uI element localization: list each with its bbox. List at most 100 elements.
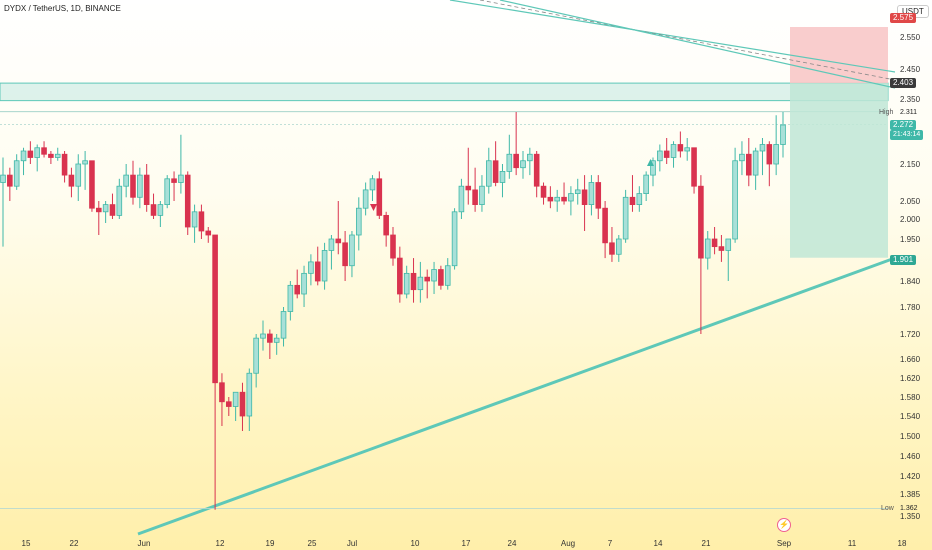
- candle-body: [102, 204, 109, 213]
- events-bolt-icon[interactable]: ⚡: [777, 518, 791, 532]
- price-tick-label: 2.550: [900, 33, 921, 42]
- candle-body: [417, 276, 424, 291]
- low-tag: Low: [881, 505, 894, 512]
- price-tick-label: 1.500: [900, 432, 921, 441]
- target-price-label: 2.575: [890, 13, 917, 23]
- symbol-title: DYDX / TetherUS, 1D, BINANCE: [4, 4, 121, 13]
- price-tick-label: 1.540: [900, 412, 921, 421]
- candle-body: [287, 284, 294, 312]
- candle-body: [684, 147, 691, 152]
- candle-body: [397, 257, 403, 295]
- candle-body: [588, 182, 595, 206]
- candle-body: [499, 170, 506, 183]
- price-tick-label: 2.000: [900, 215, 921, 224]
- candle-body: [561, 196, 567, 202]
- candle-body: [123, 174, 129, 187]
- candle-body: [0, 174, 6, 183]
- target-zone-box: [790, 27, 888, 84]
- candle-body: [82, 160, 88, 165]
- candle-body: [752, 150, 759, 176]
- candle-body: [766, 144, 773, 165]
- candle-body: [513, 153, 519, 169]
- candle-body: [773, 144, 779, 165]
- candle-body: [13, 160, 20, 187]
- candle-body: [301, 272, 307, 295]
- time-tick-label: Jun: [138, 539, 151, 548]
- candle-body: [759, 144, 766, 152]
- candle-body: [137, 174, 143, 198]
- candle-body: [622, 196, 629, 240]
- candle-body: [609, 242, 615, 255]
- candle-body: [492, 160, 499, 183]
- candle-body: [54, 153, 61, 158]
- candle-body: [20, 150, 27, 162]
- candle-body: [212, 234, 218, 384]
- candle-body: [157, 204, 164, 216]
- candle-body: [506, 153, 513, 172]
- stop-price-label: 1.901: [890, 255, 917, 265]
- candle-body: [451, 211, 458, 267]
- high-tag: High: [879, 109, 894, 116]
- sell-marker-icon: [370, 204, 377, 211]
- candle-body: [150, 204, 157, 216]
- candle-body: [663, 150, 670, 158]
- candle-body: [403, 272, 410, 295]
- candle-body: [48, 153, 54, 158]
- candle-body: [362, 189, 369, 209]
- candle-body: [444, 265, 451, 286]
- time-tick-label: Jul: [347, 539, 357, 548]
- candle-body: [328, 238, 335, 251]
- candle-body: [178, 174, 184, 183]
- time-tick-label: Aug: [561, 539, 575, 548]
- zone-top-price-label: 2.403: [890, 78, 917, 88]
- high-price-label: 2.311: [900, 109, 917, 116]
- candle-body: [595, 182, 602, 209]
- candle-body: [308, 261, 314, 274]
- candle-body: [369, 178, 376, 191]
- candle-body: [533, 153, 540, 187]
- candle-body: [670, 144, 677, 158]
- candle-body: [547, 196, 554, 202]
- time-tick-label: 18: [898, 539, 907, 548]
- candle-body: [485, 160, 492, 187]
- time-tick-label: 12: [216, 539, 225, 548]
- time-tick-label: 11: [848, 539, 857, 548]
- ascending-trendline: [137, 256, 896, 536]
- candle-body: [253, 337, 259, 374]
- time-tick-label: 15: [22, 539, 31, 548]
- candle-body: [602, 207, 608, 244]
- candle-body: [520, 160, 526, 169]
- candle-body: [739, 153, 745, 162]
- candle-body: [342, 242, 348, 267]
- candle-body: [164, 178, 171, 206]
- candle-body: [205, 230, 212, 236]
- candle-body: [68, 174, 75, 187]
- candle-body: [691, 147, 697, 187]
- low-price-label: 1.362: [900, 505, 918, 512]
- candle-body: [109, 204, 116, 216]
- candle-body: [554, 196, 561, 202]
- price-tick-label: 1.385: [900, 490, 921, 499]
- candle-body: [424, 276, 431, 282]
- candle-body: [89, 160, 95, 209]
- candle-body: [355, 207, 362, 236]
- candle-body: [615, 238, 622, 255]
- candle-body: [725, 238, 732, 251]
- buy-marker-icon: [647, 159, 654, 166]
- candle-body: [568, 193, 574, 202]
- price-tick-label: 1.420: [900, 472, 921, 481]
- channel-upper-line: [449, 0, 896, 73]
- candle-body: [280, 311, 287, 339]
- time-tick-label: 24: [508, 539, 517, 548]
- price-tick-label: 2.050: [900, 197, 921, 206]
- candle-body: [219, 382, 225, 403]
- candle-body: [260, 333, 266, 339]
- candle-body: [376, 178, 383, 216]
- reward-zone-box: [790, 83, 888, 258]
- candle-body: [314, 261, 321, 282]
- time-tick-label: 7: [608, 539, 613, 548]
- candle-body: [34, 147, 41, 158]
- candle-body: [527, 153, 533, 162]
- time-tick-label: 10: [411, 539, 420, 548]
